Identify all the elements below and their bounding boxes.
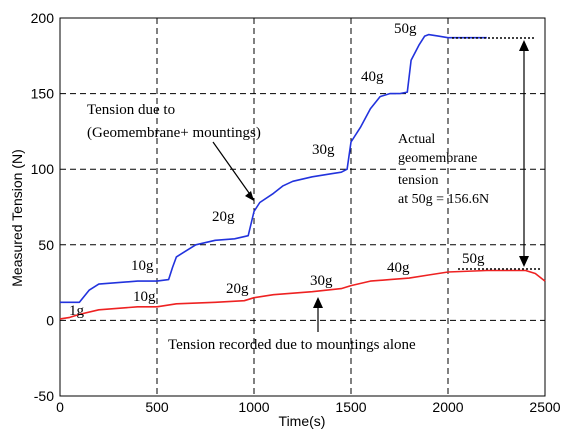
y-tick-label: -50 bbox=[34, 388, 54, 404]
step-label-bottom-20g: 20g bbox=[226, 281, 249, 297]
step-label-top-10g: 10g bbox=[131, 258, 154, 274]
x-tick-label: 1000 bbox=[238, 399, 269, 415]
x-tick-label: 0 bbox=[56, 399, 64, 415]
step-label-top-50g: 50g bbox=[394, 21, 417, 37]
y-ticks: -50 0 50 100 150 200 bbox=[31, 10, 55, 404]
series-group bbox=[59, 33, 546, 320]
actual-annotation-line4: at 50g = 156.6N bbox=[398, 192, 489, 207]
lower-annotation-arrowhead bbox=[313, 297, 323, 308]
x-tick-label: 2000 bbox=[432, 399, 463, 415]
y-axis-label: Measured Tension (N) bbox=[9, 149, 25, 286]
step-label-bottom-30g: 30g bbox=[310, 273, 333, 289]
series-line-red bbox=[59, 269, 546, 320]
upper-annotation-line1: Tension due to bbox=[87, 102, 175, 118]
actual-annotation-line1: Actual bbox=[398, 132, 435, 147]
tension-double-arrow-head-bottom bbox=[519, 256, 529, 267]
step-label-top-30g: 30g bbox=[312, 142, 335, 158]
y-tick-label: 100 bbox=[31, 161, 55, 177]
step-label-top-40g: 40g bbox=[361, 69, 384, 85]
y-tick-label: 200 bbox=[31, 10, 55, 26]
y-tick-label: 150 bbox=[31, 86, 55, 102]
step-label-bottom-40g: 40g bbox=[387, 260, 410, 276]
actual-annotation-line3: tension bbox=[398, 173, 438, 188]
step-label-bottom-50g: 50g bbox=[462, 251, 485, 267]
upper-annotation-arrowhead bbox=[245, 191, 254, 201]
lower-annotation: Tension recorded due to mountings alone bbox=[168, 337, 416, 353]
x-tick-label: 1500 bbox=[335, 399, 366, 415]
tension-double-arrow-head-top bbox=[519, 40, 529, 51]
y-tick-label: 50 bbox=[38, 237, 54, 253]
grid bbox=[60, 18, 545, 396]
plot-frame bbox=[59, 17, 546, 397]
step-label-bottom-1g: 1g bbox=[69, 303, 85, 319]
x-ticks: 0 500 1000 1500 2000 2500 bbox=[56, 399, 561, 415]
series-line-blue bbox=[60, 33, 487, 304]
upper-annotation-arrow bbox=[212, 141, 255, 201]
x-tick-label: 500 bbox=[145, 399, 169, 415]
x-axis-label: Time(s) bbox=[279, 413, 326, 429]
actual-annotation-line2: geomembrane bbox=[398, 151, 477, 166]
x-tick-label: 2500 bbox=[529, 399, 560, 415]
y-tick-label: 0 bbox=[46, 312, 54, 328]
step-label-bottom-10g: 10g bbox=[133, 289, 156, 305]
step-label-top-20g: 20g bbox=[212, 209, 235, 225]
upper-annotation-line2: (Geomembrane+ mountings) bbox=[87, 125, 261, 141]
